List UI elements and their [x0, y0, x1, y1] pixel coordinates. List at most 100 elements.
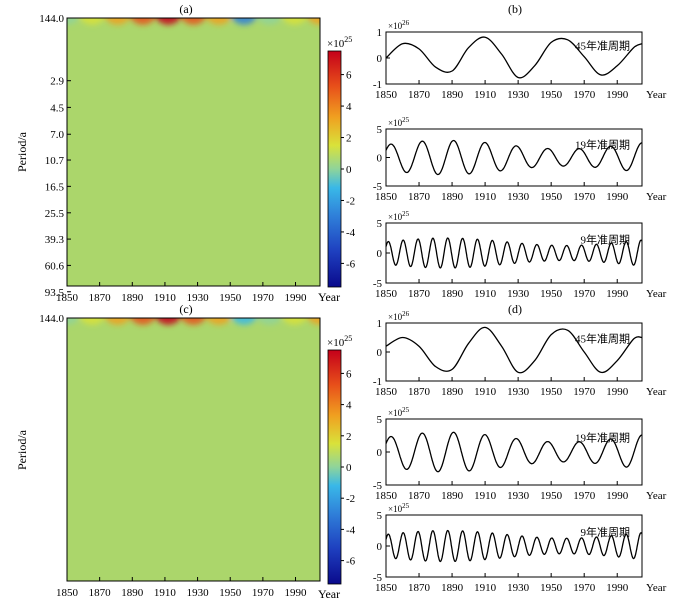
y-tick-label: 144.0	[39, 313, 64, 325]
x-tick-label: 1950	[540, 191, 563, 203]
y-tick-label: 1	[377, 318, 383, 330]
heatmap-blob	[256, 318, 283, 325]
y-tick-label: 1	[377, 27, 383, 39]
x-tick-label: 1930	[507, 89, 530, 101]
x-tick-label: 1970	[573, 490, 596, 502]
heatmap-blobs	[67, 18, 320, 25]
x-tick-label: 1850	[375, 582, 398, 594]
x-tick-label: 1850	[375, 89, 398, 101]
heatmap-blob	[206, 18, 232, 25]
colorbar-tick-label: -4	[346, 227, 356, 239]
y-tick-label: -1	[373, 376, 382, 388]
colorbar-tick-label: -2	[346, 195, 355, 207]
colorbar-tick-label: 2	[346, 133, 352, 145]
x-tick-label: 1990	[285, 587, 308, 599]
x-tick-label: 1890	[441, 89, 464, 101]
x-tick-label: 1850	[56, 292, 79, 304]
x-tick-label: 1890	[441, 386, 464, 398]
period-annotation: 19年准周期	[575, 137, 630, 151]
y-tick-label: 10.7	[45, 155, 65, 167]
y-tick-label: 0	[377, 248, 383, 260]
heatmap-blob	[104, 318, 131, 325]
x-tick-label: 1970	[573, 89, 596, 101]
heatmap-blob	[79, 18, 105, 25]
x-tick-label: 1870	[408, 89, 431, 101]
colorbar-ticks-c: 6 4 2 0 -2 -4 -6	[341, 368, 356, 568]
x-tick-label: 1990	[606, 191, 629, 203]
x-tick-label: 1910	[474, 191, 497, 203]
ylabel-c: Period/a	[15, 429, 29, 470]
colorbar-c-exp: ×1025	[327, 334, 352, 349]
y-tick-label: 60.6	[45, 260, 65, 272]
x-tick-label: 1910	[474, 89, 497, 101]
x-axis-label: Year	[646, 191, 667, 203]
x-tick-label: 1850	[375, 386, 398, 398]
x-axis-label: Year	[646, 582, 667, 594]
heatmap-blob	[67, 18, 80, 25]
heatmap-blob	[256, 18, 282, 25]
period-annotation: 45年准周期	[575, 332, 630, 346]
colorbar-tick-label: 4	[346, 400, 352, 412]
wavelet-panel-a: (a) 144.093.560.639.325.516.510.77.04.52…	[15, 2, 356, 304]
y-tick-label: 16.5	[45, 181, 65, 193]
x-tick-label: 1910	[154, 587, 177, 599]
x-ticks-c: 1850 1870 1890 1910 1930 1950 1970 1990	[56, 577, 307, 599]
heatmap-blob	[155, 18, 181, 25]
heatmap-blob	[231, 18, 257, 25]
period-annotation: 9年准周期	[581, 232, 631, 246]
x-tick-label: 1930	[507, 490, 530, 502]
y-tick-label: 0	[377, 447, 383, 459]
x-tick-label: 1890	[121, 587, 144, 599]
plot-frame-c	[66, 317, 321, 582]
heatmap-base	[67, 18, 320, 286]
x-tick-label: 1910	[154, 292, 177, 304]
x-tick-label: 1970	[573, 288, 596, 300]
colorbar-tick-label: 6	[346, 70, 352, 82]
y-tick-label: 0	[377, 347, 383, 359]
line-frame	[385, 222, 643, 284]
colorbar-tick-label: 0	[346, 164, 352, 176]
x-tick-label: 1910	[474, 386, 497, 398]
ylabel-a: Period/a	[15, 131, 29, 172]
x-ticks-a: 1850 1870 1890 1910 1930 1950 1970 1990	[56, 282, 307, 304]
x-tick-label: 1910	[474, 582, 497, 594]
y-tick-label: 144.0	[39, 13, 64, 25]
colorbar-tick-label: -6	[346, 258, 356, 270]
x-tick-label: 1930	[187, 292, 210, 304]
x-tick-label: 1990	[606, 386, 629, 398]
x-axis-label: Year	[646, 490, 667, 502]
heatmap-c	[67, 318, 320, 581]
y-tick-label: 0	[377, 153, 383, 165]
x-axis-label: Year	[646, 288, 667, 300]
wavelet-panel-c: (c) 144.0 93.5 60.6 39.3 25.5 16.5 10.7 7.0 4.5 2…	[15, 76, 356, 601]
exponent-label: ×1025	[388, 502, 410, 514]
heatmap-blob	[67, 318, 80, 325]
colorbar-c	[327, 349, 342, 585]
y-tick-label: 4.5	[50, 102, 64, 114]
x-tick-label: 1930	[507, 191, 530, 203]
x-tick-label: 1950	[540, 386, 563, 398]
x-tick-label: 1970	[252, 292, 275, 304]
x-tick-label: 1950	[219, 587, 242, 599]
series-line	[385, 326, 643, 374]
heatmap-blob	[155, 318, 181, 325]
x-tick-label: 1850	[56, 587, 79, 599]
colorbar-a	[327, 50, 342, 288]
x-tick-label: 1950	[540, 490, 563, 502]
y-tick-label: 5	[377, 218, 383, 230]
series-line	[385, 431, 643, 473]
heatmap-blob	[231, 318, 257, 325]
exponent-label: ×1026	[388, 310, 410, 322]
period-annotation: 45年准周期	[575, 39, 630, 53]
y-tick-label: 2.9	[50, 76, 64, 88]
heatmap-blob	[206, 318, 232, 325]
heatmap-a	[67, 18, 320, 286]
panel-c-label: (c)	[179, 302, 192, 316]
colorbar-tick-label: -4	[346, 524, 356, 536]
y-tick-label: -1	[373, 79, 382, 91]
line-frame	[385, 128, 643, 187]
